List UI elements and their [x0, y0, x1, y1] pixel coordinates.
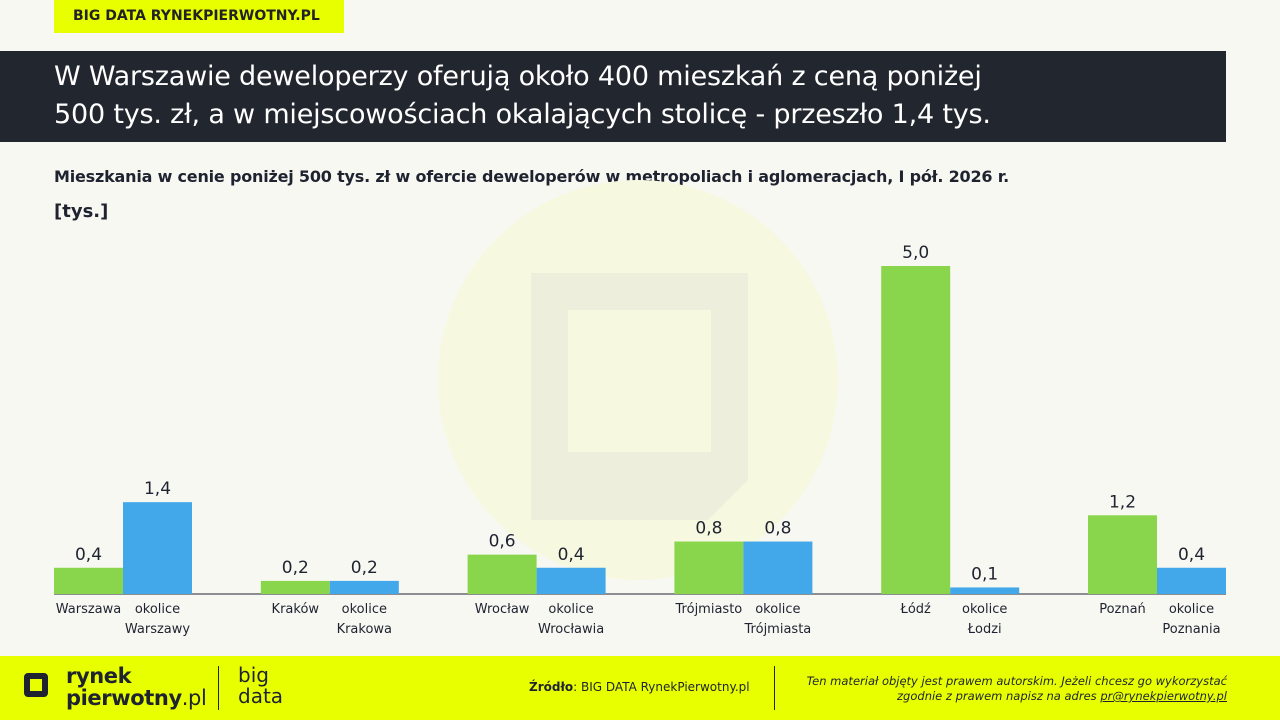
x-tick-label: Łodzi	[967, 622, 1002, 637]
logo-divider	[218, 666, 219, 710]
x-tick-label: Trójmiasto	[675, 602, 743, 617]
logo-line-1: rynek	[66, 664, 132, 688]
bar-value-label: 0,6	[489, 532, 516, 552]
bar	[536, 567, 606, 594]
copyright-line-1: Ten materiał objęty jest prawem autorski…	[806, 674, 1227, 688]
bar	[881, 266, 951, 594]
headline-line-1: W Warszawie deweloperzy oferują około 40…	[54, 61, 982, 92]
bar-chart: 0,4 Warszawa 1,4 okolice Warszawy 0,2 Kraków 0,…	[54, 243, 1226, 637]
source-label: Źródło	[529, 680, 574, 694]
bar-value-label: 0,8	[695, 519, 722, 539]
x-tick-label: okolice	[548, 602, 593, 617]
bigdata-line-2: data	[238, 684, 284, 708]
bar-value-label: 1,4	[144, 479, 171, 499]
bar	[329, 580, 399, 594]
headline-bar	[0, 51, 1226, 142]
x-tick-label: okolice	[342, 602, 387, 617]
copyright-line-2: zgodnie z prawem napisz na adres pr@ryne…	[767, 689, 1227, 704]
x-tick-label: Poznania	[1162, 622, 1220, 637]
x-tick-label: Wrocławia	[538, 622, 604, 637]
x-tick-label: Trójmiasta	[744, 622, 812, 637]
bar	[54, 567, 123, 594]
logo-line-2-thin: .pl	[181, 686, 207, 710]
x-tick-label: okolice	[962, 602, 1007, 617]
logo-line-2-bold: pierwotny	[66, 686, 182, 710]
source-text: : BIG DATA RynekPierwotny.pl	[573, 680, 750, 694]
brand-badge: BIG DATA RYNEKPIERWOTNY.PL	[54, 0, 344, 33]
copyright-line-2-text: zgodnie z prawem napisz na adres	[897, 689, 1101, 703]
bar-value-label: 0,4	[1178, 545, 1205, 565]
bar	[950, 587, 1020, 594]
chart-title: Mieszkania w cenie poniżej 500 tys. zł w…	[54, 167, 1010, 186]
headline: W Warszawie deweloperzy oferują około 40…	[54, 58, 1214, 134]
copyright-email-link[interactable]: pr@rynekpierwotny.pl	[1100, 689, 1227, 703]
x-tick-label: Warszawa	[56, 602, 122, 617]
logo-line-2: pierwotny.pl	[66, 686, 207, 710]
bar	[743, 541, 813, 594]
x-tick-label: Poznań	[1099, 602, 1146, 617]
bar-value-label: 0,2	[351, 558, 378, 578]
bar-value-label: 0,1	[971, 564, 998, 584]
x-tick-label: okolice	[755, 602, 800, 617]
source-note: Źródło: BIG DATA RynekPierwotny.pl	[529, 680, 750, 694]
bar-value-label: 0,8	[764, 519, 791, 539]
rynekpierwotny-logo: rynek pierwotny.pl	[66, 664, 207, 710]
bar	[674, 541, 744, 594]
bar-value-label: 0,4	[75, 545, 102, 565]
watermark-logo	[438, 180, 838, 580]
bar-value-label: 0,2	[282, 558, 309, 578]
bigdata-line-1: big	[238, 663, 269, 687]
bar	[123, 502, 192, 594]
bar-value-label: 1,2	[1109, 492, 1136, 512]
x-tick-label: Kraków	[272, 602, 320, 617]
chart-unit: [tys.]	[54, 201, 109, 222]
bar-value-label: 5,0	[902, 243, 929, 263]
rynekpierwotny-logo-icon	[24, 673, 48, 697]
bar-value-label: 0,4	[558, 545, 585, 565]
headline-line-2: 500 tys. zł, a w miejscowościach okalają…	[54, 99, 991, 130]
x-tick-label: Krakowa	[337, 622, 392, 637]
footer-divider	[774, 666, 775, 710]
bar	[1157, 567, 1226, 594]
bar	[260, 580, 330, 594]
footer: rynek pierwotny.pl big data Źródło: BIG …	[0, 656, 1280, 720]
x-tick-label: Łódź	[900, 602, 932, 617]
bar	[467, 554, 537, 594]
bigdata-logo: big data	[238, 665, 283, 707]
x-tick-label: Warszawy	[125, 622, 191, 637]
bar	[1088, 515, 1157, 594]
watermark-square-outline	[531, 273, 748, 520]
x-tick-label: Wrocław	[475, 602, 530, 617]
copyright-note: Ten materiał objęty jest prawem autorski…	[767, 674, 1227, 704]
x-tick-label: okolice	[135, 602, 180, 617]
x-tick-label: okolice	[1169, 602, 1214, 617]
